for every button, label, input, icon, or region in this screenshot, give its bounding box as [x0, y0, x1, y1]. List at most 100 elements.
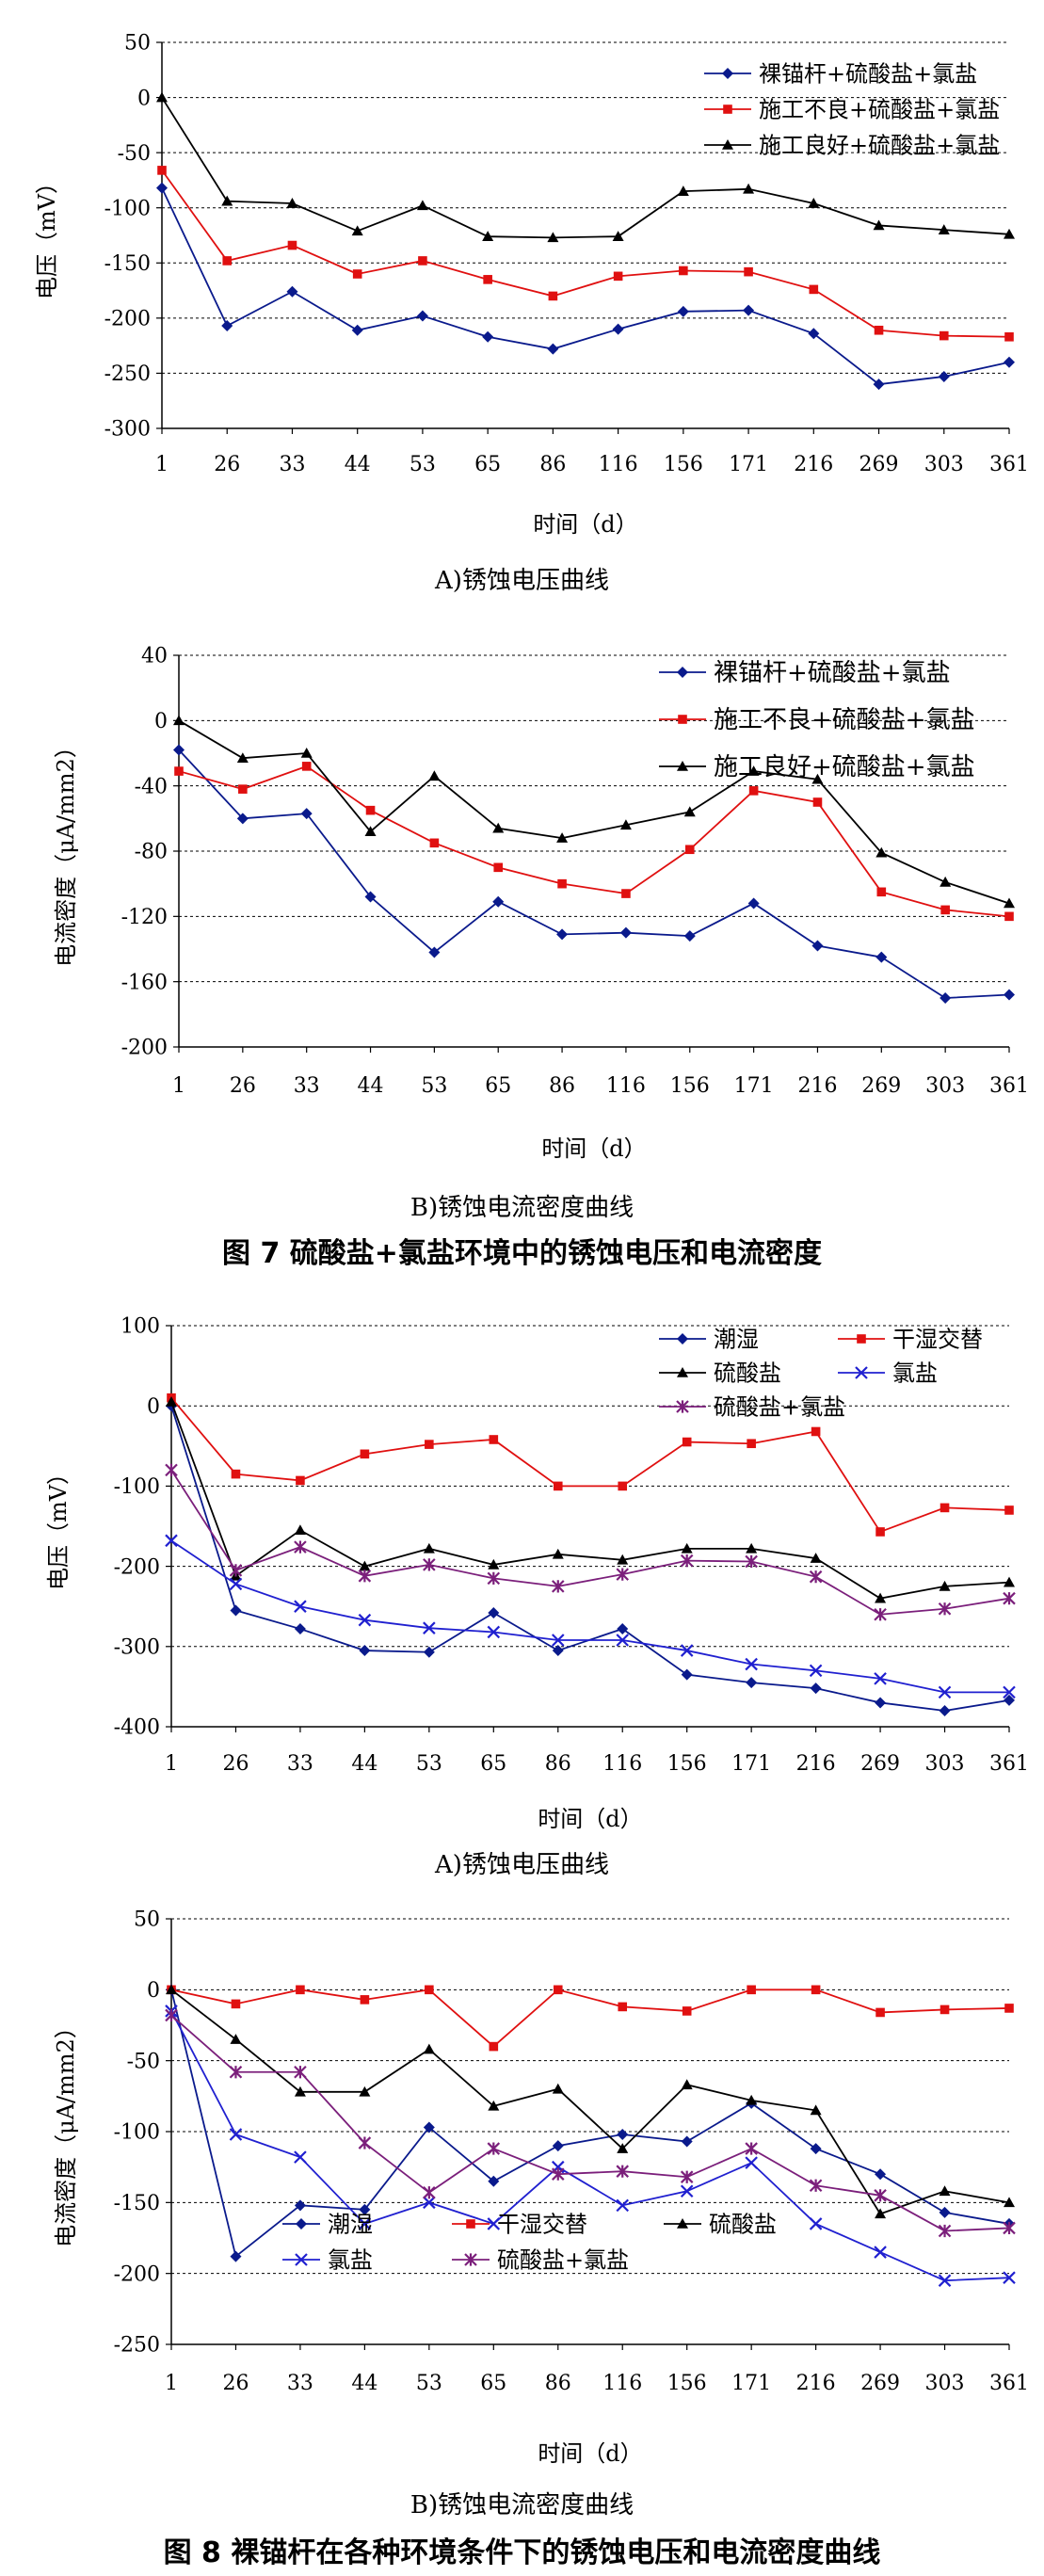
- data-point-star: [616, 2165, 630, 2178]
- data-point-triangle: [677, 1367, 688, 1377]
- data-point-square: [875, 1527, 885, 1537]
- series-line: [170, 1988, 1010, 2215]
- data-point-triangle: [173, 715, 185, 726]
- x-axis-title: 时间（d）: [541, 1135, 646, 1162]
- y-tick-label: -150: [114, 2192, 160, 2215]
- data-point-x: [855, 1366, 868, 1379]
- data-point-diamond: [488, 2175, 500, 2187]
- data-point-square: [157, 166, 167, 175]
- data-point-diamond: [428, 946, 441, 958]
- series-0: [166, 1984, 1015, 2262]
- data-point-square: [744, 266, 753, 277]
- data-point-triangle: [294, 2085, 306, 2097]
- series-line: [170, 1469, 1010, 1616]
- x-tick-label: 361: [989, 453, 1029, 476]
- x-tick-label: 303: [925, 2372, 965, 2395]
- data-point-square: [1004, 911, 1014, 922]
- data-point-square: [684, 845, 695, 855]
- x-tick-label: 26: [214, 453, 240, 476]
- data-point-square: [553, 1481, 563, 1491]
- legend-entry: 裸锚杆+硫酸盐+氯盐: [704, 60, 977, 87]
- data-point-triangle: [683, 806, 696, 817]
- data-point-x: [874, 2246, 887, 2259]
- series-2: [173, 715, 1015, 909]
- data-point-diamond: [617, 1623, 629, 1635]
- data-point-triangle: [364, 826, 377, 836]
- data-point-x: [295, 2253, 308, 2266]
- data-point-diamond: [677, 305, 689, 317]
- data-point-star: [938, 1602, 952, 1616]
- y-tick-label: 40: [141, 645, 168, 668]
- data-point-square: [365, 805, 376, 815]
- data-point-triangle: [677, 185, 689, 196]
- data-point-diamond: [681, 1668, 693, 1681]
- data-point-square: [352, 269, 362, 279]
- data-point-square: [493, 862, 504, 873]
- y-tick-label: -250: [114, 2334, 160, 2358]
- data-point-star: [551, 1580, 565, 1593]
- data-point-diamond: [221, 320, 233, 332]
- y-tick-label: -40: [135, 775, 168, 798]
- legend-label: 硫酸盐+氯盐: [497, 2246, 629, 2273]
- data-point-triangle: [556, 832, 569, 843]
- data-point-triangle: [1004, 2197, 1015, 2208]
- data-point-diamond: [875, 951, 888, 963]
- x-tick-label: 156: [670, 1074, 710, 1098]
- x-tick-label: 303: [925, 1074, 965, 1098]
- data-point-triangle: [166, 1395, 177, 1407]
- data-point-diamond: [619, 926, 632, 939]
- data-point-star: [680, 1554, 694, 1568]
- y-tick-label: -400: [114, 1716, 160, 1740]
- data-point-x: [551, 1634, 565, 1647]
- data-point-diamond: [351, 324, 363, 336]
- data-point-triangle: [612, 231, 624, 241]
- data-point-star: [165, 2008, 178, 2022]
- x-tick-label: 33: [287, 1752, 313, 1776]
- data-point-x: [809, 1664, 823, 1678]
- data-point-triangle: [619, 819, 632, 830]
- series-1: [167, 1985, 1014, 2052]
- data-point-triangle: [423, 2043, 435, 2054]
- data-point-diamond: [296, 2218, 307, 2230]
- data-point-diamond: [173, 744, 185, 756]
- x-tick-label: 53: [416, 1752, 442, 1776]
- data-point-diamond: [873, 378, 885, 391]
- data-point-triangle: [221, 195, 233, 206]
- data-point-square: [1004, 1505, 1014, 1515]
- series-1: [167, 1393, 1014, 1537]
- x-tick-label: 65: [480, 2372, 506, 2395]
- data-point-triangle: [547, 232, 559, 243]
- data-point-triangle: [875, 2208, 887, 2219]
- legend-entry: 硫酸盐+氯盐: [659, 1393, 845, 1420]
- data-point-square: [301, 762, 312, 771]
- data-point-square: [466, 2219, 475, 2229]
- data-point-star: [423, 2186, 436, 2199]
- data-point-x: [294, 1600, 307, 1613]
- y-tick-label: -50: [118, 142, 151, 166]
- x-tick-label: 216: [796, 1752, 836, 1776]
- data-point-diamond: [1004, 356, 1015, 368]
- y-tick-label: -100: [104, 197, 151, 220]
- data-point-triangle: [746, 1542, 758, 1554]
- legend-label: 干湿交替: [892, 1326, 983, 1352]
- data-point-diamond: [1004, 989, 1015, 1001]
- x-tick-label: 116: [602, 2372, 642, 2395]
- data-point-square: [682, 1437, 692, 1447]
- data-point-square: [940, 905, 950, 915]
- x-tick-label: 53: [410, 453, 436, 476]
- series-line: [170, 1989, 1010, 2259]
- data-point-square: [678, 715, 687, 724]
- series-0: [173, 744, 1015, 1004]
- data-point-triangle: [747, 765, 760, 776]
- legend-entry: 硫酸盐: [664, 2211, 777, 2237]
- legend-entry: 潮湿: [282, 2211, 373, 2237]
- x-tick-label: 65: [474, 453, 501, 476]
- data-point-diamond: [359, 1645, 371, 1657]
- series-2: [166, 1984, 1015, 2219]
- series-1: [157, 166, 1014, 342]
- data-point-x: [1003, 2271, 1016, 2284]
- legend-entry: 干湿交替: [452, 2211, 587, 2237]
- x-tick-label: 65: [485, 1074, 511, 1098]
- x-tick-label: 361: [989, 1752, 1029, 1776]
